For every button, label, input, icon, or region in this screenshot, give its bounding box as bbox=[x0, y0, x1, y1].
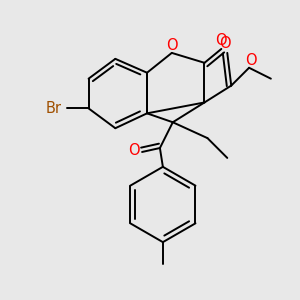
Text: O: O bbox=[245, 53, 257, 68]
Text: O: O bbox=[166, 38, 178, 53]
Text: Br: Br bbox=[46, 101, 62, 116]
Text: O: O bbox=[128, 142, 140, 158]
Text: O: O bbox=[215, 32, 227, 47]
Text: O: O bbox=[220, 37, 231, 52]
